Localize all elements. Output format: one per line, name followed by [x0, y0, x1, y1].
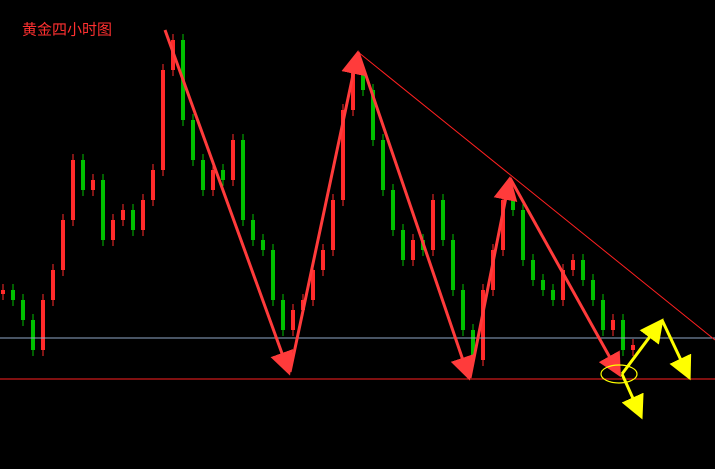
candle-body [221, 170, 225, 180]
candle-body [531, 260, 535, 280]
candle-body [11, 290, 15, 300]
candle-body [91, 180, 95, 190]
candle-body [611, 320, 615, 330]
candle-body [511, 200, 515, 210]
candle-body [481, 290, 485, 360]
candle-body [541, 280, 545, 290]
candle-body [31, 320, 35, 350]
trend-line [357, 51, 715, 341]
candle-body [391, 190, 395, 230]
arrow [660, 319, 692, 381]
candle-body [361, 70, 365, 90]
candle-body [111, 220, 115, 240]
candle-body [451, 240, 455, 290]
candle-body [551, 290, 555, 300]
arrow [468, 176, 518, 379]
candle-body [151, 170, 155, 200]
arrow [356, 51, 474, 381]
candle-body [331, 200, 335, 250]
candle-body [601, 300, 605, 330]
candle-body [271, 250, 275, 300]
candle-body [351, 70, 355, 110]
candle-body [591, 280, 595, 300]
candle-body [101, 180, 105, 240]
highlight-ellipse [600, 364, 638, 384]
candle-body [381, 140, 385, 190]
candle-body [131, 210, 135, 230]
candle-body [581, 260, 585, 280]
candle-body [521, 210, 525, 260]
candle-body [21, 300, 25, 320]
candle-body [251, 220, 255, 240]
candle-body [561, 270, 565, 300]
candle-body [311, 270, 315, 300]
candle-body [61, 220, 65, 270]
candle-body [281, 300, 285, 330]
candle-body [1, 290, 5, 294]
candle-body [41, 300, 45, 350]
candle-body [291, 310, 295, 330]
candle-body [401, 230, 405, 260]
candle-body [121, 210, 125, 220]
candle-body [81, 160, 85, 190]
arrow [508, 177, 621, 378]
candle-body [231, 140, 235, 180]
candle-body [161, 70, 165, 170]
candle-body [501, 200, 505, 250]
candle-body [411, 240, 415, 260]
arrow [288, 50, 366, 373]
annotations [0, 29, 715, 420]
candle-body [71, 160, 75, 220]
candle-body [461, 290, 465, 330]
candle-body [141, 200, 145, 230]
candle-body [371, 90, 375, 140]
candle-body [431, 200, 435, 250]
candle-body [441, 200, 445, 240]
chart-title: 黄金四小时图 [22, 21, 112, 39]
candle-body [191, 120, 195, 160]
candle-body [631, 345, 635, 350]
candle-body [321, 250, 325, 270]
candle-body [211, 170, 215, 190]
candle-body [341, 110, 345, 200]
candle-body [621, 320, 625, 350]
arrow [620, 318, 664, 375]
candle-body [51, 270, 55, 300]
candle-body [571, 260, 575, 270]
candle-body [201, 160, 205, 190]
arrow [620, 373, 644, 420]
arrow [163, 29, 294, 376]
candle-body [241, 140, 245, 220]
candle-body [471, 330, 475, 360]
candle-body [261, 240, 265, 250]
